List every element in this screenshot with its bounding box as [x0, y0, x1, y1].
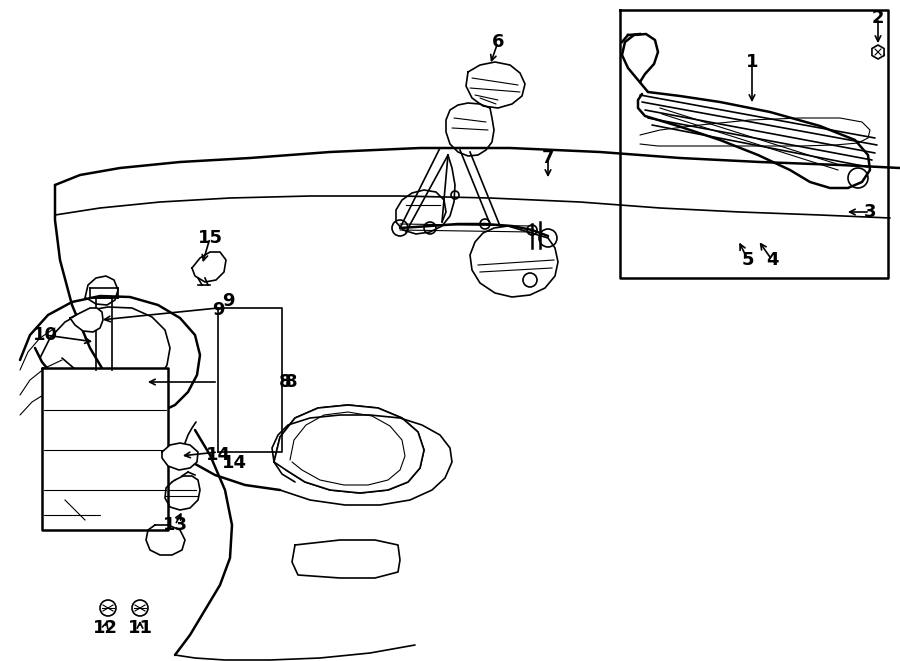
Circle shape [424, 222, 436, 234]
Text: 6: 6 [491, 33, 504, 51]
Text: 9: 9 [212, 301, 224, 319]
Text: 10: 10 [32, 326, 58, 344]
Text: 8: 8 [279, 373, 292, 391]
Polygon shape [70, 308, 103, 332]
Text: 14: 14 [205, 446, 230, 464]
Text: 13: 13 [163, 516, 187, 534]
Text: 1: 1 [746, 53, 758, 71]
Text: 3: 3 [864, 203, 877, 221]
Text: 2: 2 [872, 9, 884, 27]
Text: 9: 9 [222, 292, 235, 310]
Circle shape [100, 600, 116, 616]
Text: 4: 4 [766, 251, 778, 269]
Text: 12: 12 [93, 619, 118, 637]
Text: 5: 5 [742, 251, 754, 269]
Text: 14: 14 [222, 454, 247, 472]
Text: 7: 7 [542, 149, 554, 167]
Circle shape [848, 168, 868, 188]
Polygon shape [42, 368, 168, 530]
Text: 15: 15 [197, 229, 222, 247]
Polygon shape [192, 252, 226, 282]
Text: 8: 8 [285, 373, 298, 391]
Polygon shape [274, 405, 424, 493]
Text: 11: 11 [128, 619, 152, 637]
Circle shape [539, 229, 557, 247]
Circle shape [132, 600, 148, 616]
Circle shape [523, 273, 537, 287]
Circle shape [527, 225, 537, 235]
Circle shape [451, 191, 459, 199]
Polygon shape [162, 443, 198, 470]
Circle shape [392, 220, 408, 236]
Circle shape [480, 219, 490, 229]
